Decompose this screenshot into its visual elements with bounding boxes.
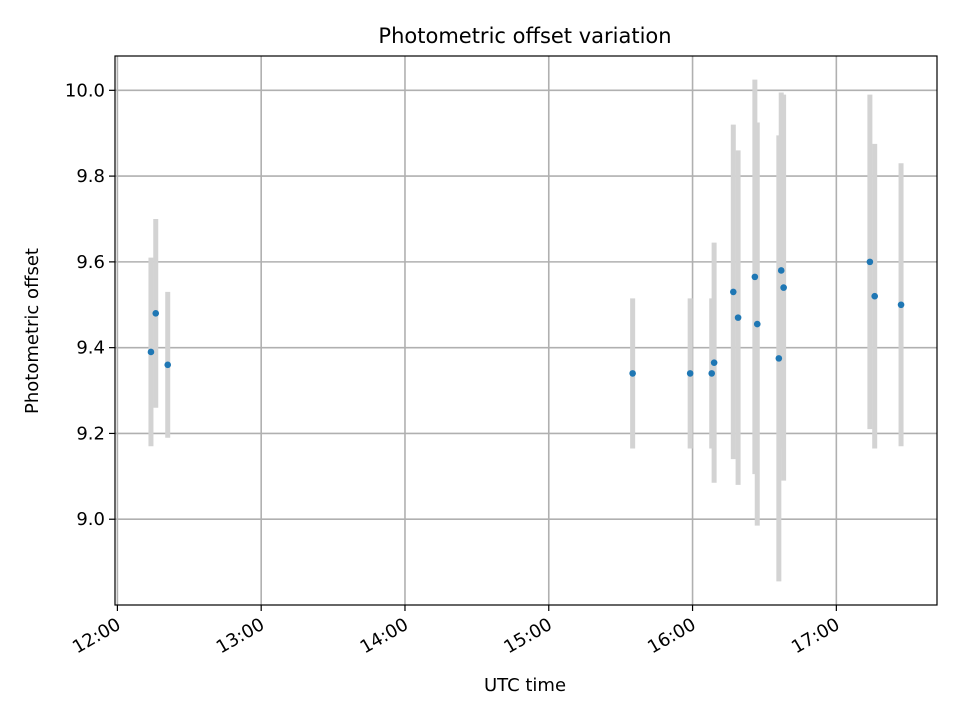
data-point [710, 359, 718, 366]
y-tick-label: 9.8 [76, 166, 105, 187]
data-point [780, 284, 787, 291]
data-point [147, 348, 155, 356]
x-tick-label: 13:00 [213, 614, 268, 658]
data-point [753, 320, 761, 328]
chart-title: Photometric offset variation [378, 24, 671, 48]
data-point [164, 361, 172, 369]
data-point [775, 355, 783, 362]
data-point [729, 288, 737, 296]
plot-frame [114, 55, 938, 606]
grid-layer [115, 56, 937, 605]
data-point [751, 273, 759, 281]
data-point [866, 258, 874, 266]
x-tick-label: 14:00 [357, 614, 412, 658]
y-tick-label: 9.2 [76, 423, 105, 444]
data-point [777, 267, 785, 274]
x-tick-label: 17:00 [788, 614, 843, 658]
x-axis-label: UTC time [484, 675, 566, 696]
point-layer [147, 258, 905, 377]
y-axis-label: Photometric offset [22, 248, 43, 414]
tick-layer: 12:00 13:00 14:00 15:00 16:00 17:00 9.0 9.2 9.4 9… [65, 80, 843, 658]
data-point [152, 310, 160, 317]
x-tick-label: 16:00 [644, 614, 699, 658]
data-point [897, 301, 905, 309]
data-point [734, 314, 742, 321]
x-tick-label: 12:00 [69, 614, 124, 658]
y-tick-label: 9.4 [76, 338, 105, 359]
data-point [629, 370, 636, 377]
data-point [708, 370, 716, 377]
data-point [871, 292, 878, 300]
data-point [686, 370, 694, 377]
y-tick-label: 9.6 [76, 252, 105, 273]
y-tick-label: 10.0 [65, 80, 105, 101]
x-tick-label: 15:00 [500, 614, 555, 658]
error-bar-layer [148, 79, 904, 582]
y-tick-label: 9.0 [76, 509, 105, 530]
